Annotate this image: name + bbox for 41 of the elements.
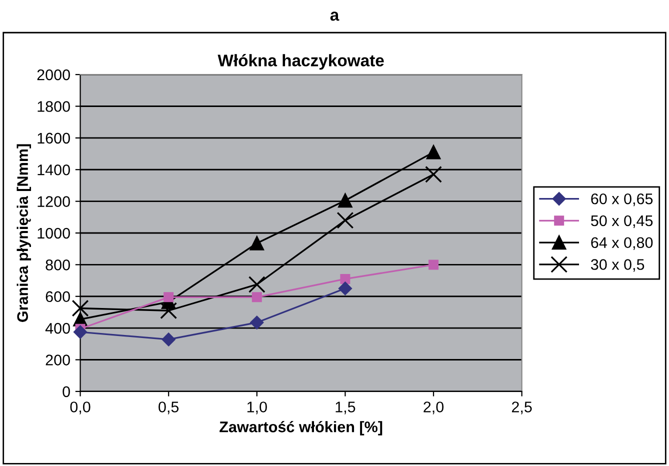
- point: [248, 276, 266, 293]
- legend-label: 60 x 0,65: [591, 193, 653, 206]
- y-tick-label: 1800: [38, 101, 70, 112]
- y-tick-label: 1400: [38, 164, 70, 176]
- point: [338, 193, 352, 208]
- point: [164, 292, 174, 302]
- x-tick-label: 1,5: [336, 402, 356, 414]
- legend-label: 50 x 0,45: [591, 215, 653, 228]
- legend-label: 30 x 0,5: [590, 259, 644, 272]
- y-tick-label: 1600: [38, 132, 70, 144]
- point: [72, 300, 89, 317]
- x-tick-label: 2,0: [424, 402, 444, 414]
- point: [250, 236, 264, 250]
- y-tick-label: 200: [46, 354, 70, 366]
- point: [426, 145, 441, 160]
- y-tick-label: 0: [62, 386, 70, 398]
- legend-label: 64 x 0,80: [591, 237, 653, 250]
- y-tick-label: 1000: [38, 228, 70, 239]
- chart-subtitle: a: [330, 12, 340, 21]
- x-tick-label: 1,0: [247, 402, 267, 414]
- point: [160, 302, 178, 320]
- x-tick-label: 0,0: [70, 402, 90, 414]
- chart-title: Włókna haczykowate: [218, 54, 384, 70]
- y-tick-label: 2000: [37, 69, 70, 80]
- point: [340, 274, 350, 284]
- y-axis-title: Granica płynięcia [Nmm]: [16, 144, 32, 322]
- point: [425, 166, 442, 183]
- x-axis-title: Zawartość włókien [%]: [220, 420, 382, 436]
- point: [74, 325, 88, 339]
- point: [250, 316, 264, 330]
- point: [252, 292, 262, 302]
- x-tick-label: 0,5: [158, 402, 179, 414]
- point: [428, 260, 439, 270]
- x-tick-label: 2,5: [512, 402, 532, 414]
- y-tick-label: 400: [45, 322, 70, 334]
- y-tick-label: 800: [46, 260, 70, 270]
- point: [336, 212, 354, 229]
- y-tick-label: 1200: [38, 196, 70, 207]
- y-tick-label: 600: [46, 291, 70, 302]
- point: [162, 332, 176, 346]
- point: [338, 282, 352, 296]
